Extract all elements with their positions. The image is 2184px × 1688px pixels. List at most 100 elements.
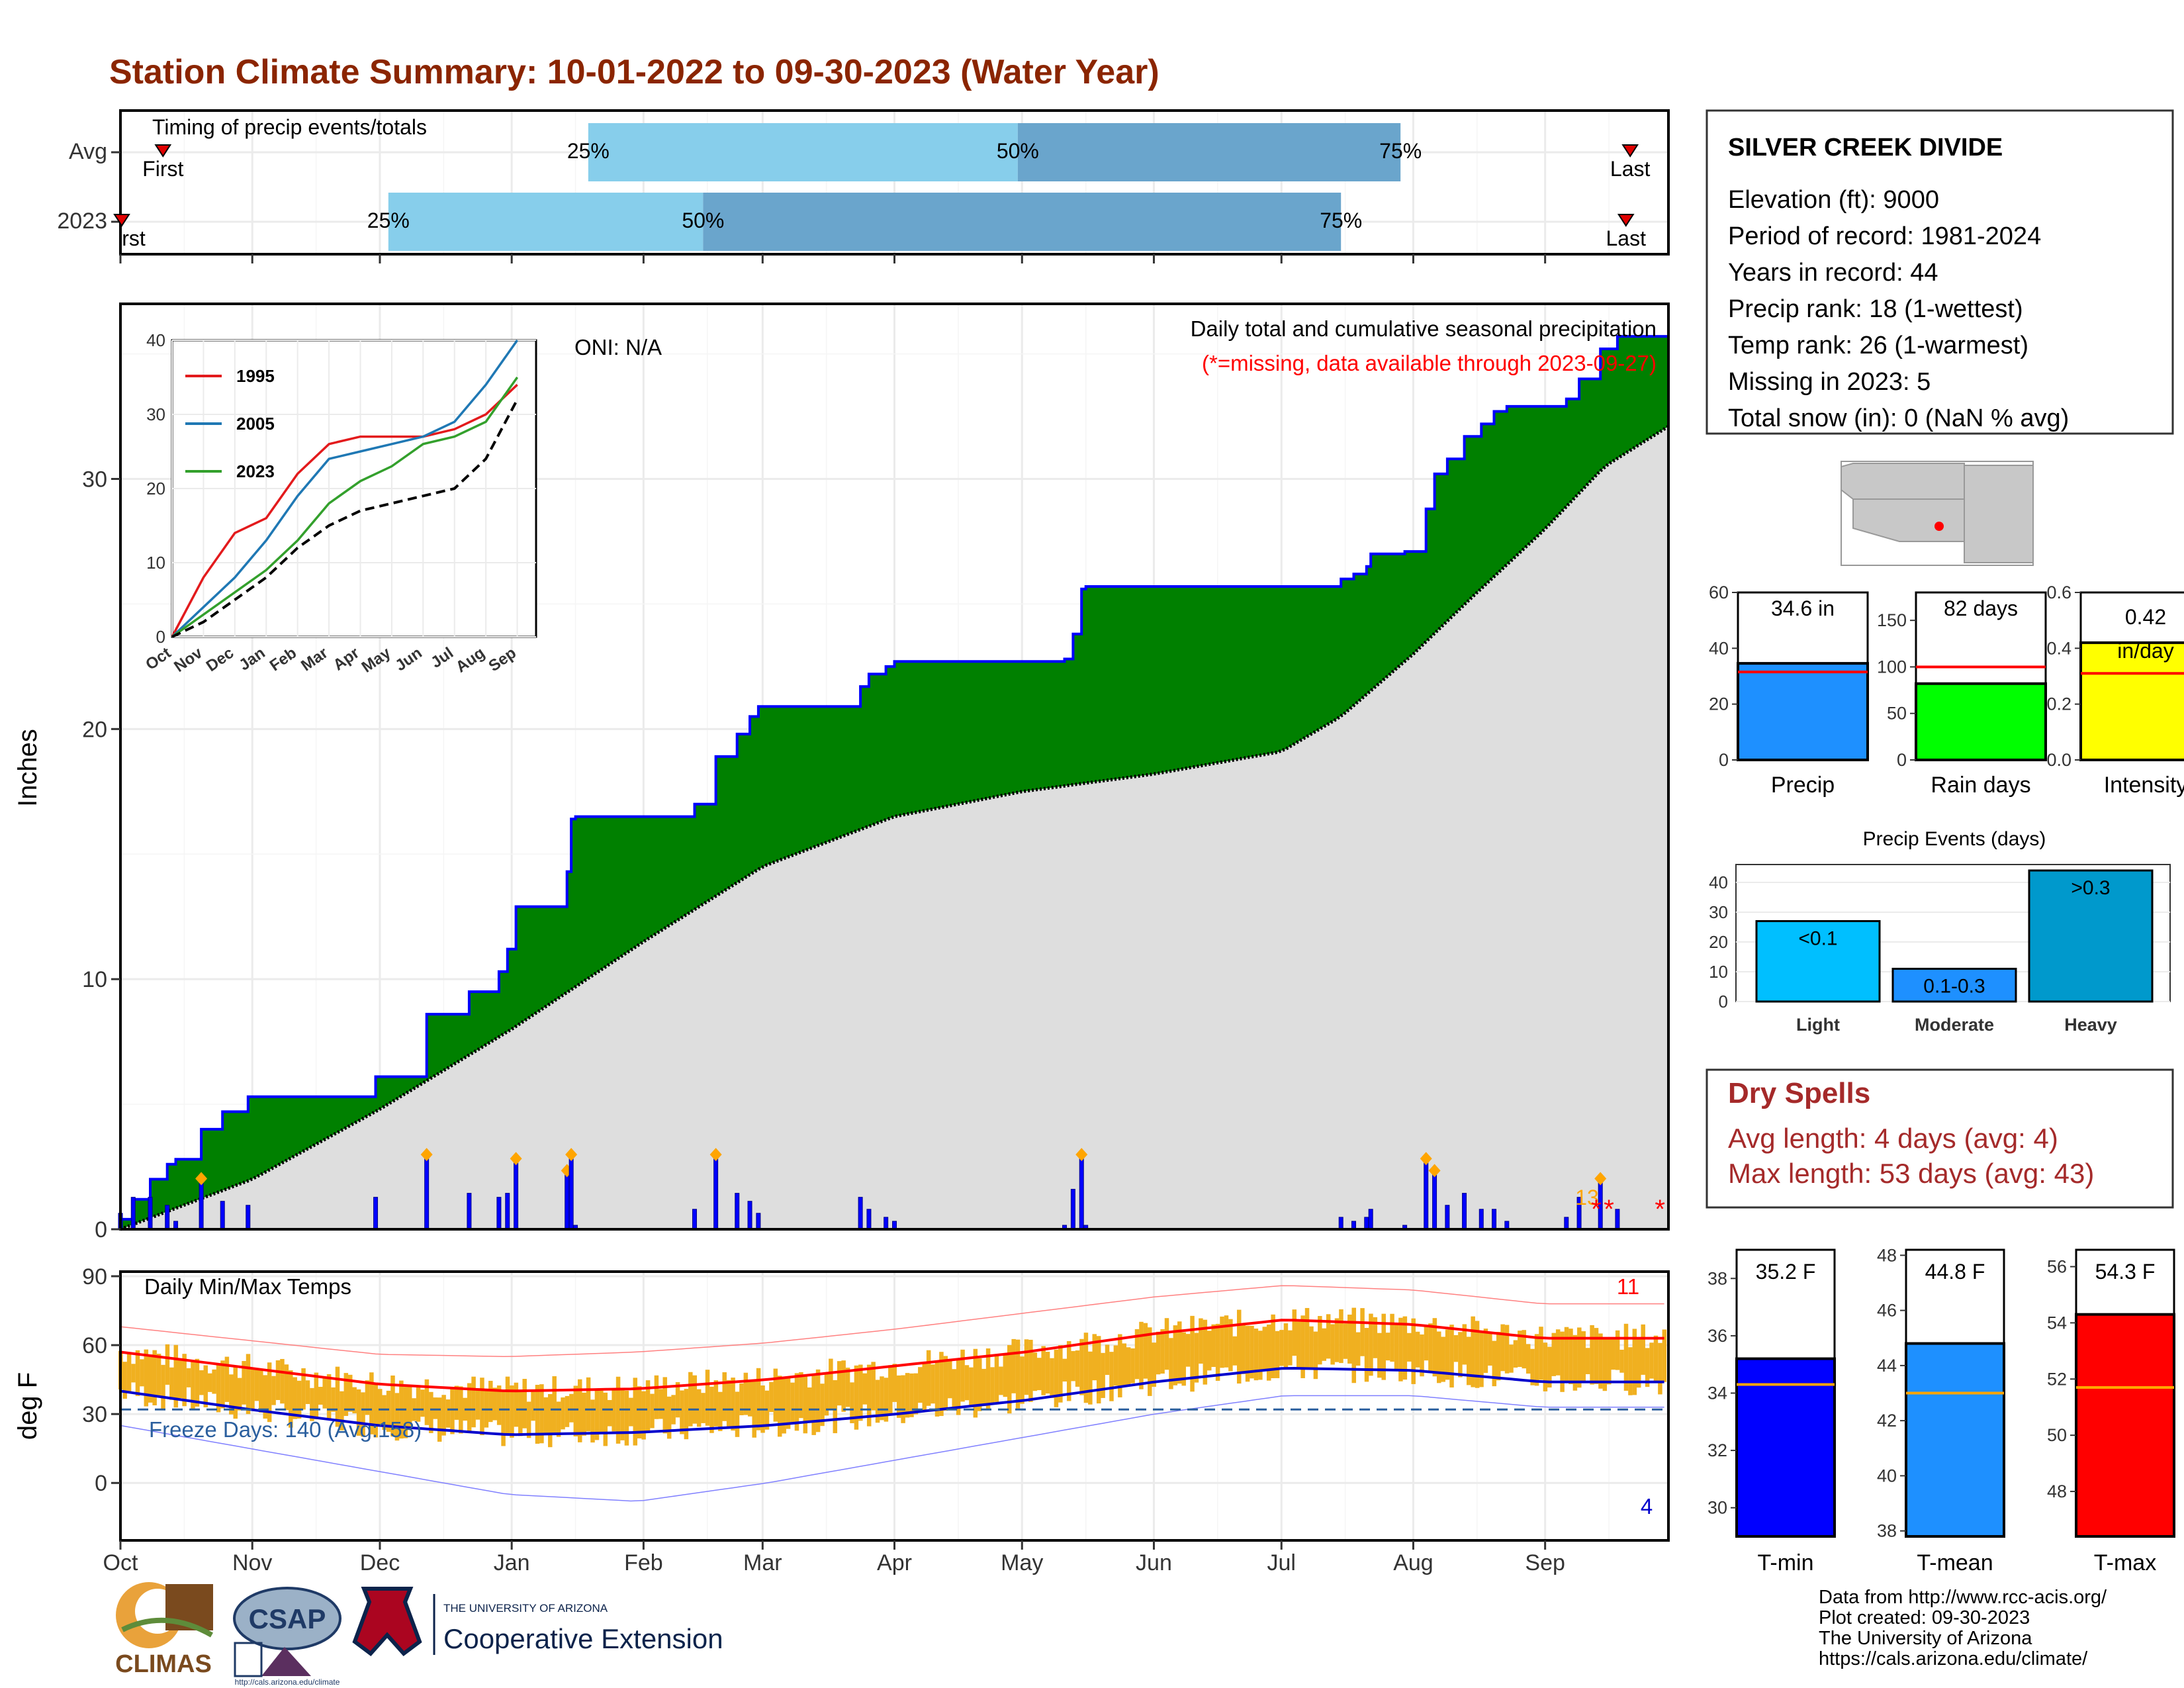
daily-temp-range xyxy=(1253,1329,1259,1381)
daily-temp-range xyxy=(177,1360,183,1399)
daily-temp-range xyxy=(1483,1329,1488,1374)
daily-precip-bar xyxy=(735,1193,740,1230)
daily-temp-range xyxy=(1623,1323,1629,1391)
daily-temp-range xyxy=(782,1377,786,1434)
temp-bar-ytick: 38 xyxy=(1707,1268,1727,1288)
daily-temp-range xyxy=(1628,1347,1633,1395)
month-tick-label: Sep xyxy=(1525,1550,1565,1575)
timing-row-2023: 2023 xyxy=(57,209,107,234)
daily-temp-range xyxy=(259,1369,263,1413)
precip-panel: Daily total and cumulative seasonal prec… xyxy=(13,303,1670,1243)
daily-temp-range xyxy=(1250,1325,1254,1379)
heavy-precip-marker xyxy=(1420,1152,1432,1166)
daily-temp-range xyxy=(1156,1331,1161,1375)
daily-precip-bar xyxy=(747,1201,752,1230)
daily-temp-range xyxy=(773,1368,778,1422)
daily-temp-range xyxy=(1402,1316,1408,1380)
daily-temp-range xyxy=(866,1364,872,1427)
daily-temp-range xyxy=(1611,1337,1615,1370)
temp-bar-ytick: 30 xyxy=(1707,1498,1727,1518)
daily-temp-range xyxy=(1173,1325,1178,1385)
mini-bar-ytick: 0.2 xyxy=(2046,694,2071,714)
daily-temp-range xyxy=(629,1397,633,1427)
daily-temp-range xyxy=(1398,1317,1403,1382)
daily-temp-range xyxy=(140,1359,144,1387)
daily-temp-range xyxy=(1224,1315,1229,1368)
daily-temp-range xyxy=(1569,1329,1573,1384)
mini-bar-ytick: 50 xyxy=(1887,704,1907,724)
daily-temp-range xyxy=(1543,1342,1548,1391)
daily-temp-range xyxy=(543,1397,549,1434)
daily-temp-range xyxy=(854,1365,859,1430)
daily-temp-range xyxy=(659,1389,663,1419)
timing-label: Timing of precip events/totals xyxy=(152,115,427,139)
mini-bar-value: 34.6 in xyxy=(1771,596,1835,620)
daily-temp-range xyxy=(718,1391,723,1431)
station-info: SILVER CREEK DIVIDE Elevation (ft): 9000… xyxy=(1706,109,2174,435)
daily-temp-range xyxy=(1420,1334,1424,1377)
temp-bar-ytick: 54 xyxy=(2047,1313,2067,1333)
daily-temp-range xyxy=(1369,1313,1373,1376)
daily-temp-range xyxy=(1339,1309,1343,1364)
record-high-line xyxy=(120,1285,1664,1358)
events-ytick: 20 xyxy=(1709,932,1728,952)
temp-bar-ytick: 50 xyxy=(2047,1425,2067,1445)
daily-temp-range xyxy=(1564,1327,1569,1382)
daily-temp-range xyxy=(1092,1334,1097,1381)
daily-temp-range xyxy=(1407,1333,1412,1362)
daily-temp-range xyxy=(467,1383,472,1432)
month-tick-label: Jan xyxy=(494,1550,530,1575)
credit-university: The University of Arizona xyxy=(1819,1628,2032,1649)
daily-temp-range xyxy=(1539,1327,1543,1380)
daily-temp-range xyxy=(416,1386,421,1422)
daily-temp-range xyxy=(293,1377,297,1419)
daily-temp-range xyxy=(1330,1324,1335,1365)
month-tick-label: Jul xyxy=(1267,1550,1296,1575)
daily-temp-range xyxy=(1394,1323,1399,1370)
daily-temp-range xyxy=(135,1350,140,1396)
heavy-precip-marker xyxy=(510,1152,522,1166)
daily-temp-range xyxy=(539,1384,544,1444)
daily-temp-range xyxy=(335,1366,340,1427)
daily-temp-range xyxy=(1572,1335,1578,1391)
daily-temp-range xyxy=(696,1389,702,1427)
average-precip-area xyxy=(120,426,1668,1229)
precip-ylabel: Inches xyxy=(13,729,42,807)
credit-url: https://cals.arizona.edu/climate/ xyxy=(1819,1648,2088,1669)
daily-precip-bar xyxy=(884,1217,889,1230)
station-temp-rank: Temp rank: 26 (1-warmest) xyxy=(1728,332,2028,359)
inset-ytick: 20 xyxy=(146,479,165,498)
daily-temp-range xyxy=(1602,1338,1608,1391)
daily-precip-bar xyxy=(713,1156,719,1230)
daily-temp-range xyxy=(556,1401,561,1437)
temp-bar-label: T-min xyxy=(1758,1550,1814,1575)
daily-temp-range xyxy=(973,1348,978,1418)
daily-temp-range xyxy=(1096,1336,1101,1404)
daily-temp-range xyxy=(1309,1326,1314,1370)
daily-temp-range xyxy=(888,1365,893,1414)
events-ytick: 0 xyxy=(1719,992,1728,1011)
daily-temp-range xyxy=(1351,1307,1356,1383)
daily-temp-range xyxy=(650,1393,655,1429)
daily-temp-range xyxy=(1445,1329,1450,1380)
daily-temp-range xyxy=(1355,1332,1361,1366)
daily-temp-range xyxy=(280,1358,285,1404)
daily-temp-range xyxy=(1296,1321,1301,1369)
daily-temp-range xyxy=(522,1379,527,1429)
daily-temp-range xyxy=(505,1376,510,1433)
temp-bar-ytick: 48 xyxy=(1877,1245,1897,1265)
daily-temp-range xyxy=(1113,1345,1118,1386)
daily-precip-bar xyxy=(565,1172,570,1230)
daily-temp-range xyxy=(424,1379,430,1425)
daily-temp-range xyxy=(429,1391,433,1433)
daily-temp-range xyxy=(943,1356,948,1411)
daily-temp-range xyxy=(1045,1352,1050,1394)
daily-temp-range xyxy=(263,1375,267,1419)
daily-temp-range xyxy=(1649,1342,1654,1379)
events-bar-label: 0.1-0.3 xyxy=(1923,976,1985,998)
temperature-bars: 30 32 34 36 38 35.2 F T-min 38 40 42 44 46 48 44.8 F T… xyxy=(1707,1245,2175,1575)
daily-precip-bar xyxy=(199,1180,204,1230)
precip-subtitle: (*=missing, data available through 2023-… xyxy=(1202,351,1657,375)
daily-temp-range xyxy=(1143,1323,1148,1379)
daily-temp-range xyxy=(1466,1336,1471,1385)
